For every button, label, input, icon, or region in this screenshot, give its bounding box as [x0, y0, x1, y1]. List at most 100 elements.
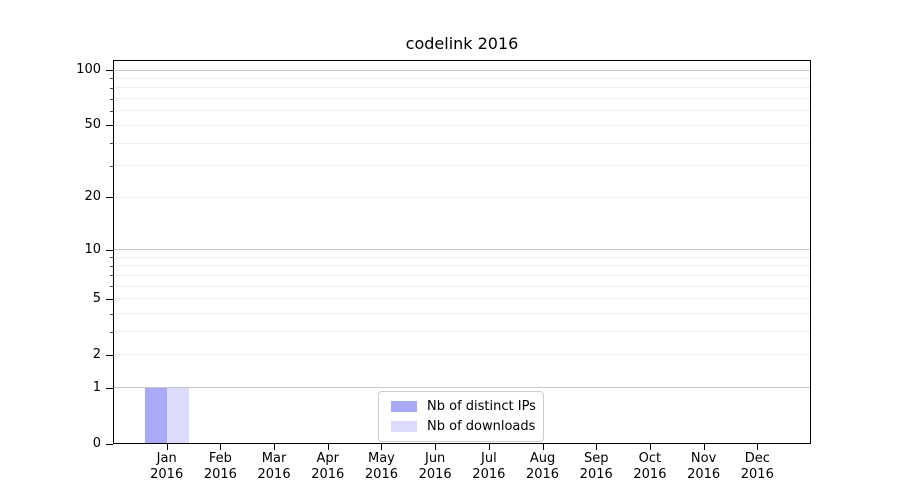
x-tick [220, 444, 222, 450]
y-minor-tick [109, 165, 113, 167]
y-tick [106, 197, 113, 199]
y-minor-tick [109, 275, 113, 277]
x-tick-year: 2016 [257, 467, 291, 482]
legend-label-distinct-ips: Nb of distinct IPs [427, 399, 536, 414]
x-tick [488, 444, 490, 450]
x-tick-label: Dec 2016 [725, 451, 789, 483]
x-tick-year: 2016 [633, 467, 667, 482]
gridline-minor [114, 354, 810, 356]
y-tick-label: 50 [84, 117, 101, 133]
y-tick-label: 5 [92, 290, 101, 306]
x-tick-month: Aug [529, 451, 556, 466]
y-minor-tick [109, 286, 113, 288]
x-tick [542, 444, 544, 450]
legend-item-distinct-ips: Nb of distinct IPs [391, 398, 536, 415]
y-tick [106, 354, 113, 356]
y-tick-label: 20 [84, 189, 101, 205]
x-tick-year: 2016 [472, 467, 506, 482]
legend-item-downloads: Nb of downloads [391, 418, 535, 435]
gridline-minor [114, 142, 810, 144]
y-minor-tick [109, 110, 113, 112]
x-tick [327, 444, 329, 450]
x-tick-year: 2016 [525, 467, 560, 482]
x-tick-year: 2016 [418, 467, 452, 482]
x-tick-label: Sep 2016 [564, 451, 628, 483]
x-tick [703, 444, 705, 450]
x-tick-year: 2016 [687, 467, 721, 482]
y-tick [106, 70, 113, 71]
gridline-major [114, 387, 810, 389]
y-minor-tick [109, 313, 113, 315]
x-tick-year: 2016 [364, 467, 398, 482]
gridline-minor [114, 110, 810, 112]
bar-downloads [166, 387, 189, 444]
y-minor-tick [109, 98, 113, 100]
x-tick-year: 2016 [203, 467, 237, 482]
x-tick-year: 2016 [311, 467, 345, 482]
x-tick-label: Jun 2016 [403, 451, 467, 483]
x-tick [435, 444, 437, 450]
x-tick-year: 2016 [579, 467, 613, 482]
y-minor-tick [109, 265, 113, 267]
y-minor-tick [109, 331, 113, 333]
y-tick-label: 0 [92, 436, 101, 451]
x-tick [381, 444, 383, 450]
x-tick-month: Jun [424, 451, 446, 466]
chart-title: codelink 2016 [405, 34, 519, 53]
x-tick-year: 2016 [150, 467, 184, 482]
legend-swatch-distinct-ips [391, 401, 417, 412]
x-tick-month: Nov [690, 451, 717, 466]
x-tick-month: May [368, 451, 395, 466]
x-tick-label: Oct 2016 [618, 451, 682, 483]
y-tick-label: 100 [76, 62, 101, 77]
legend: Nb of distinct IPs Nb of downloads [378, 391, 544, 442]
x-tick-year: 2016 [740, 467, 774, 482]
gridline-minor [114, 165, 810, 167]
bar-distinct-ips [144, 387, 167, 444]
y-minor-tick [109, 78, 113, 80]
x-tick-label: May 2016 [349, 451, 413, 483]
x-tick-month: Sep [583, 451, 609, 466]
x-tick-month: Jul [481, 451, 497, 466]
y-tick [106, 125, 113, 127]
gridline-minor [114, 331, 810, 333]
x-tick-label: Jul 2016 [457, 451, 521, 483]
x-tick [649, 444, 651, 450]
x-tick-month: Dec [744, 451, 770, 466]
x-tick [596, 444, 598, 450]
x-tick [274, 444, 276, 450]
gridline-minor [114, 98, 810, 100]
legend-swatch-downloads [391, 421, 417, 432]
y-tick [106, 298, 113, 300]
gridline-minor [114, 313, 810, 315]
x-tick-month: Apr [316, 451, 340, 466]
x-tick-label: Aug 2016 [511, 451, 575, 483]
y-minor-tick [109, 257, 113, 259]
x-tick-month: Feb [208, 451, 232, 466]
gridline-major [114, 249, 810, 251]
x-tick [757, 444, 759, 450]
gridline-major [114, 69, 810, 71]
gridline-minor [114, 196, 810, 198]
x-tick-label: Nov 2016 [672, 451, 736, 483]
gridline-minor [114, 285, 810, 287]
y-tick-label: 2 [92, 346, 101, 362]
x-tick-label: Mar 2016 [242, 451, 306, 483]
gridline-minor [114, 298, 810, 300]
gridline-minor [114, 87, 810, 89]
gridline-minor [114, 77, 810, 79]
x-tick-label: Feb 2016 [188, 451, 252, 483]
y-tick-label: 1 [92, 379, 101, 395]
y-tick [106, 387, 113, 389]
gridline-minor [114, 124, 810, 126]
y-tick [106, 249, 113, 251]
x-tick-month: Jan [156, 451, 177, 466]
legend-label-downloads: Nb of downloads [427, 419, 536, 434]
gridline-minor [114, 265, 810, 267]
y-minor-tick [109, 87, 113, 89]
x-tick-label: Jan 2016 [135, 451, 199, 483]
y-tick-label: 10 [84, 241, 101, 257]
gridline-minor [114, 256, 810, 258]
y-minor-tick [109, 143, 113, 145]
x-tick-month: Mar [261, 451, 287, 466]
